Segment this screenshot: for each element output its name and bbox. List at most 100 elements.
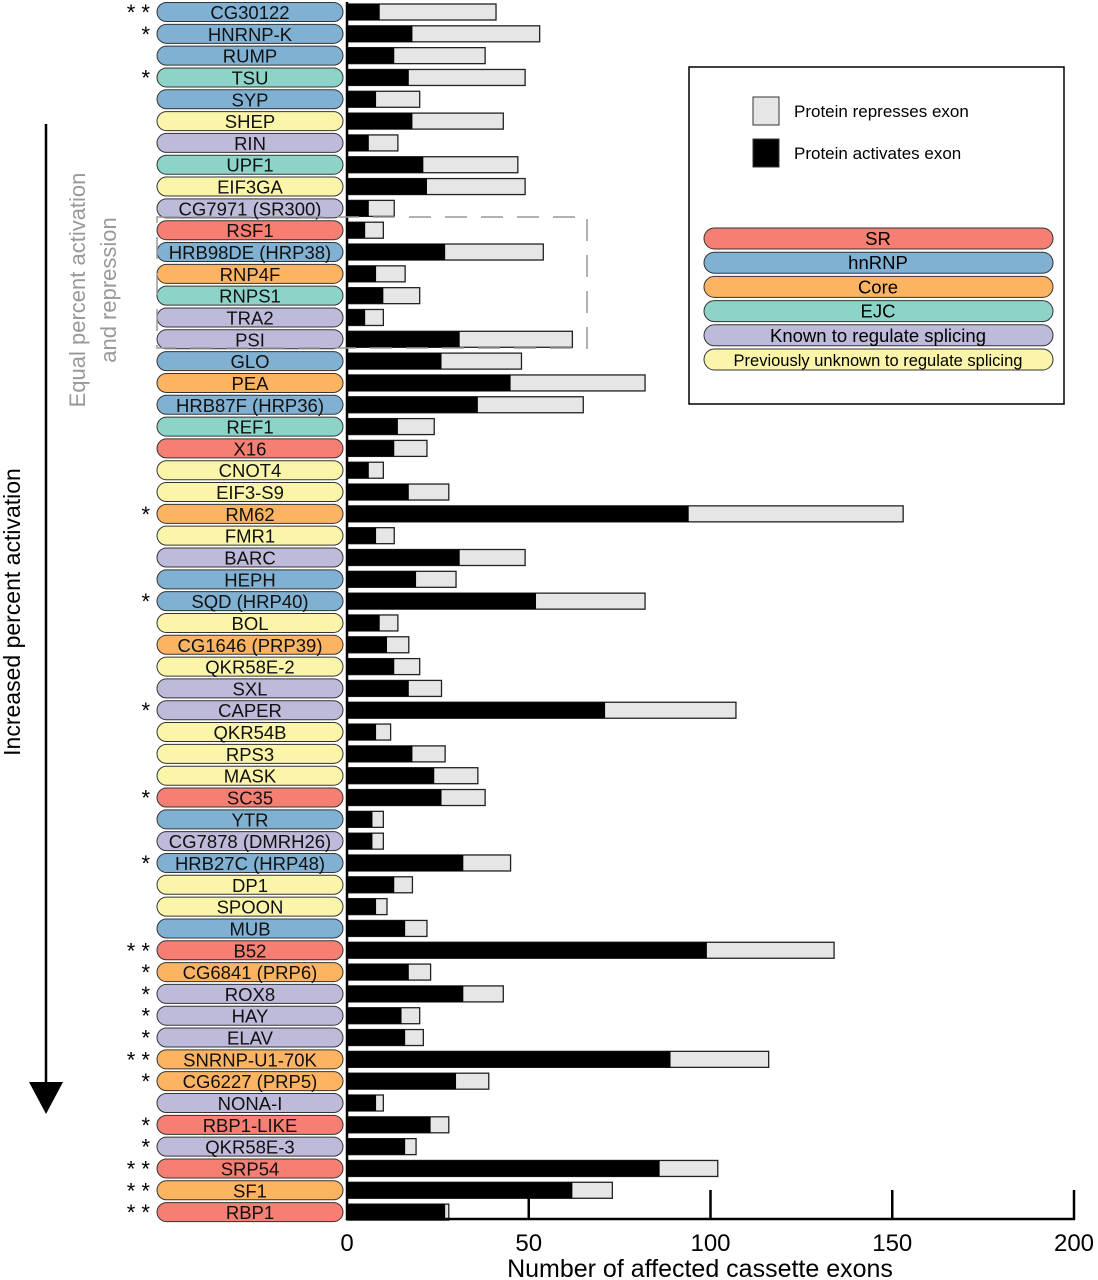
protein-label: ROX8 — [225, 984, 275, 1005]
bar-activates — [347, 854, 464, 871]
bar-row: * ELAV — [141, 1026, 424, 1051]
bar-row: * CG6227 (PRP5) — [141, 1069, 490, 1094]
category-pill — [156, 831, 344, 852]
bar-activates — [347, 571, 417, 588]
protein-label: TRA2 — [226, 307, 273, 328]
significance-marker: * * — [127, 1178, 151, 1203]
category-pill — [156, 416, 344, 437]
bar-row: PEA — [156, 372, 646, 394]
legend-category-label: SR — [865, 228, 891, 249]
protein-label: NONA-I — [218, 1093, 283, 1114]
legend-category-label: hnRNP — [848, 252, 908, 273]
legend-swatch — [752, 96, 780, 126]
bar-row: SYP — [156, 89, 421, 110]
bar-row: BARC — [156, 547, 526, 569]
significance-marker: * — [141, 1069, 150, 1094]
category-pill — [156, 787, 344, 808]
bar-row: * * CG30122 — [127, 0, 497, 25]
bar-activates — [347, 833, 373, 850]
bar-row: EIF3-S9 — [156, 482, 450, 503]
bar-row: RNPS1 — [156, 285, 421, 307]
category-pill — [156, 896, 344, 917]
category-pill — [156, 983, 344, 1004]
protein-label: FMR1 — [225, 526, 275, 547]
bar-row: REF1 — [156, 416, 435, 438]
bar-row: SXL — [156, 678, 443, 699]
bar-activates — [347, 396, 478, 413]
bar-activates — [347, 1160, 660, 1177]
bar-activates — [347, 1138, 406, 1155]
bar-row: UPF1 — [156, 154, 519, 176]
significance-marker: * — [141, 502, 150, 527]
protein-label: GLO — [230, 351, 269, 372]
protein-label: EIF3GA — [217, 177, 283, 198]
bar-activates — [347, 440, 395, 457]
category-pill — [156, 503, 344, 524]
bar-row: * RM62 — [141, 502, 904, 527]
bar-row: SHEP — [156, 111, 504, 132]
legend-category-pill — [703, 324, 1054, 347]
bar-row: * ROX8 — [141, 982, 504, 1007]
equal-activation-box — [156, 216, 588, 349]
bar-row: * * SNRNP-U1-70K — [127, 1047, 770, 1072]
significance-marker: * — [141, 960, 150, 985]
protein-label: CG6841 (PRP6) — [183, 962, 318, 983]
left-axis-label: Increased percent activation — [0, 468, 25, 756]
category-pill — [156, 132, 344, 153]
bar-row: MASK — [156, 765, 479, 787]
bar-row: * * B52 — [127, 938, 835, 963]
category-pill — [156, 962, 344, 983]
legend-series-label: Protein represses exon — [794, 102, 969, 121]
bar-row: HRB87F (HRP36) — [156, 394, 584, 416]
category-pill — [156, 1158, 344, 1179]
category-pill — [156, 874, 344, 895]
category-pill — [156, 569, 344, 590]
significance-marker: * * — [127, 1156, 151, 1181]
protein-label: DP1 — [232, 875, 268, 896]
x-ticks: 0 50 100 150 200 — [340, 1190, 1094, 1257]
bar-row: RPS3 — [156, 743, 446, 765]
protein-label: EIF3-S9 — [216, 482, 284, 503]
category-pill — [156, 722, 344, 743]
protein-label: RIN — [234, 133, 266, 154]
bar-activates — [347, 702, 606, 719]
arrow-down-icon — [29, 1082, 63, 1114]
significance-marker: * — [141, 1026, 150, 1051]
protein-label: SXL — [233, 678, 268, 699]
bar-activates — [347, 484, 409, 501]
protein-label: SQD (HRP40) — [191, 591, 308, 612]
legend-category-label: Core — [858, 276, 898, 297]
protein-label: CG7971 (SR300) — [179, 198, 322, 219]
protein-label: BOL — [231, 613, 268, 634]
category-pill — [156, 765, 344, 786]
category-pill — [156, 438, 344, 459]
bar-activates — [347, 178, 427, 195]
category-pill — [156, 2, 344, 22]
category-pill — [156, 198, 344, 219]
bar-activates — [347, 69, 409, 86]
x-tick-label: 200 — [1054, 1230, 1094, 1257]
bar-row: DP1 — [156, 874, 414, 896]
category-pill — [156, 329, 344, 350]
bar-activates — [347, 767, 435, 784]
significance-marker: * — [141, 1004, 150, 1029]
bar-row: RIN — [156, 132, 399, 154]
bar-activates — [347, 1095, 377, 1111]
bar-row: YTR — [156, 809, 384, 830]
bar-activates — [347, 47, 395, 64]
bar-row: HEPH — [156, 569, 457, 590]
bar-activates — [347, 942, 707, 959]
bar-activates — [347, 789, 442, 806]
category-pill — [156, 1005, 344, 1026]
category-pill — [156, 1027, 344, 1048]
protein-label: PSI — [235, 329, 265, 350]
category-pill — [156, 591, 344, 612]
bar-activates — [347, 156, 424, 173]
bar-row: * SC35 — [141, 786, 486, 811]
protein-label: BARC — [224, 548, 275, 569]
category-pill — [156, 372, 344, 393]
bar-activates — [347, 680, 409, 697]
bar-row: GLO — [156, 351, 523, 372]
